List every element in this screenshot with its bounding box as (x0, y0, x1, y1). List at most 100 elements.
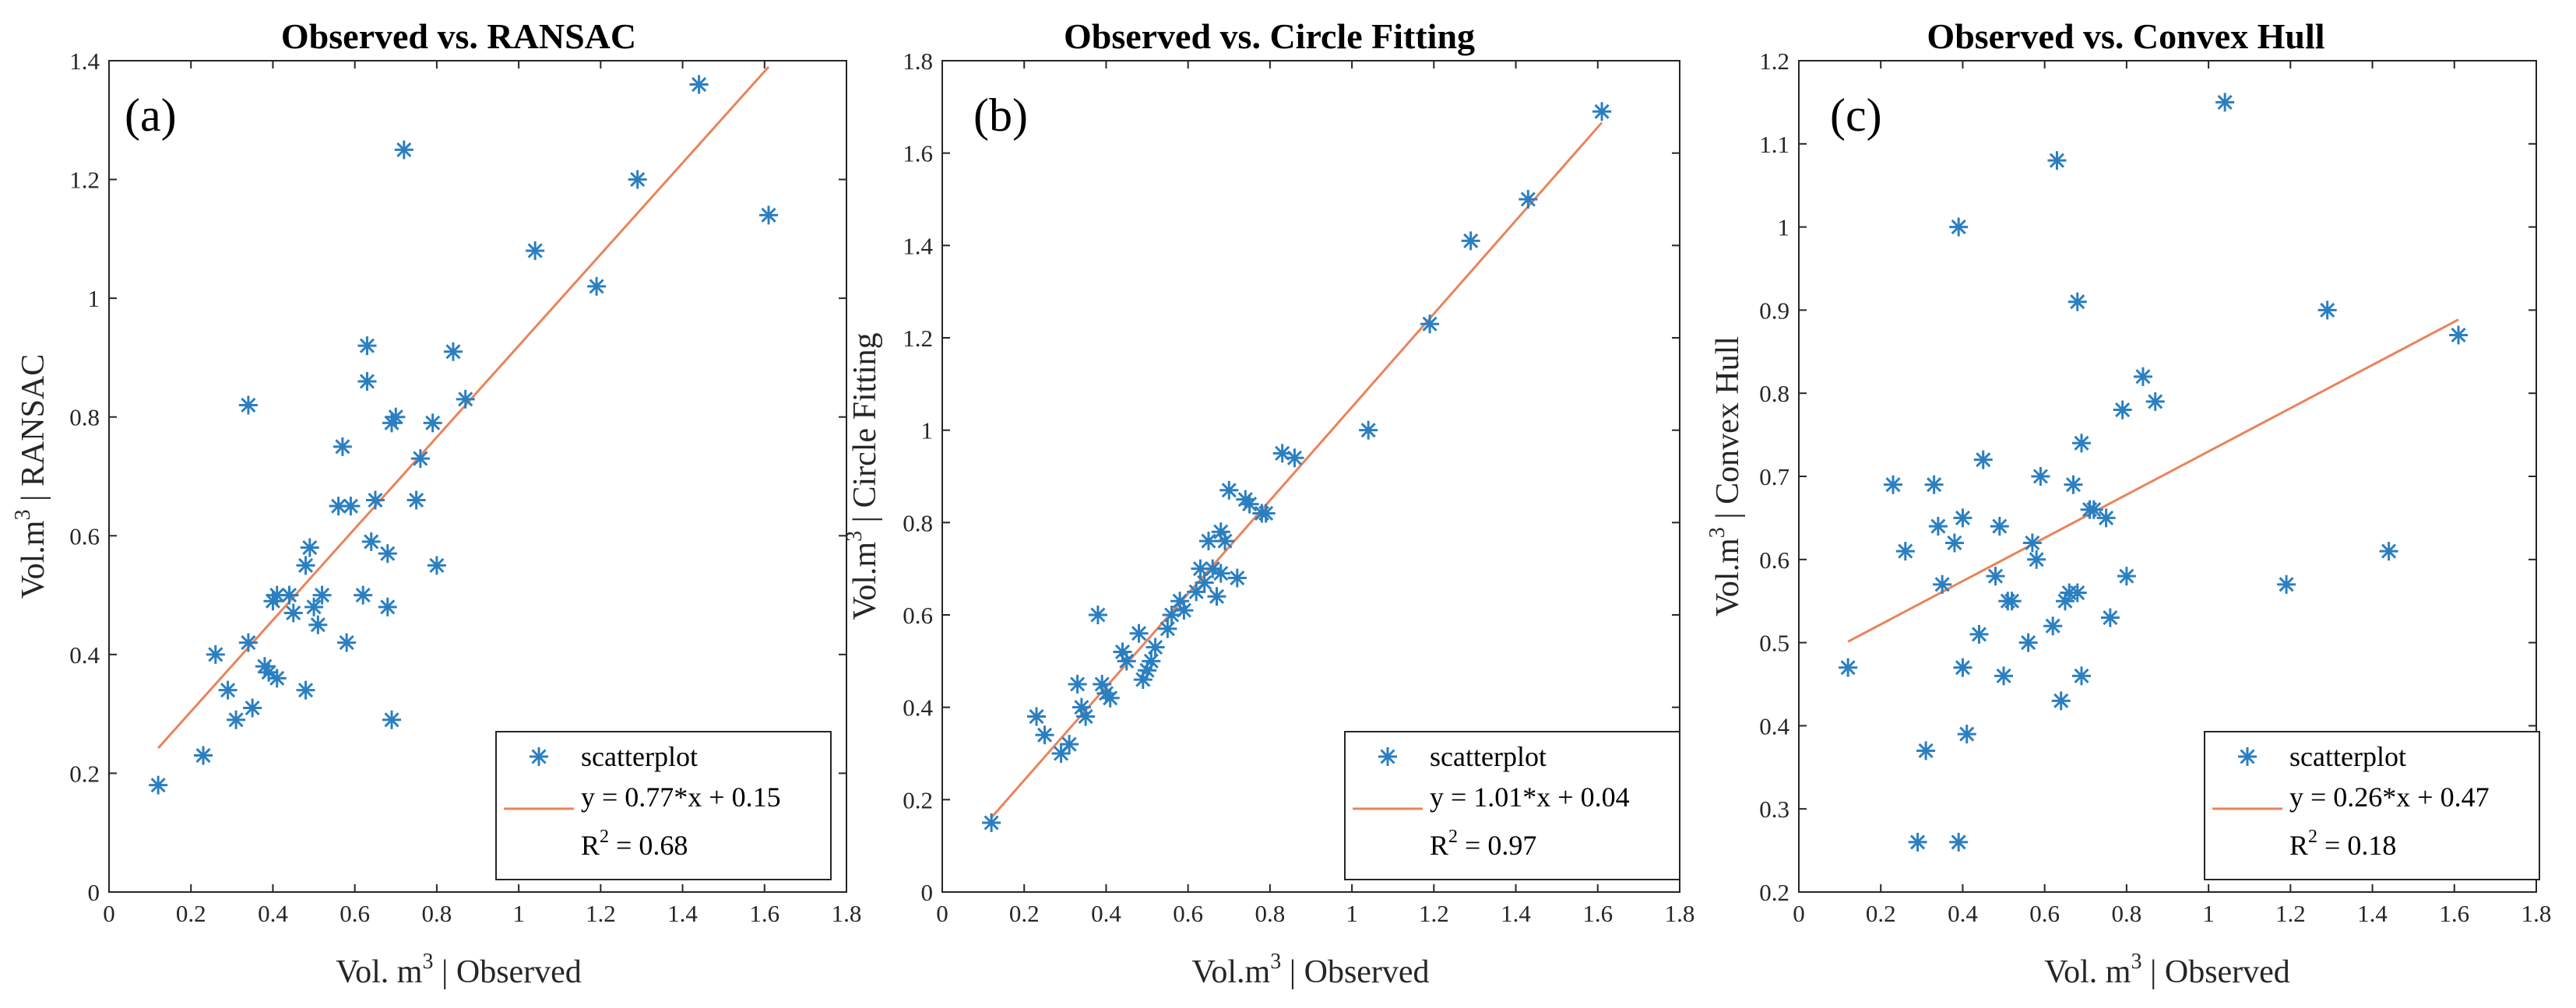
panel-a-data-point (218, 680, 238, 700)
panel-b-data-point (1158, 619, 1177, 638)
panel-a-x-tick-label: 1.2 (586, 900, 616, 927)
panel-b-data-point (1068, 675, 1087, 694)
panel-a-data-point (308, 615, 328, 634)
panel-b-y-tick-label: 0.4 (903, 694, 933, 722)
panel-c-y-tick-label: 1 (1778, 214, 1790, 241)
panel-b-x-tick-label: 1.4 (1501, 900, 1531, 927)
panel-c-legend-marker (2238, 747, 2257, 766)
panel-c-data-point (2031, 467, 2050, 486)
panel-b-data-point (1027, 707, 1047, 726)
panel-a-x-tick-label: 0.2 (176, 900, 206, 927)
panel-a-data-point (238, 633, 258, 652)
panel-b-data-point (1198, 532, 1218, 551)
panel-c-data-point (1990, 517, 2009, 536)
panel-c-y-axis-label: Vol.m3 | Convex Hull (1705, 336, 1746, 616)
panel-b-data-point (1420, 314, 1440, 334)
panel-c-data-point (2047, 151, 2067, 170)
panel-c-data-point (2379, 542, 2398, 561)
panel-b-x-tick-label: 0.8 (1255, 900, 1286, 927)
panel-b-data-point (1076, 707, 1096, 726)
panel-c-x-tick-label: 0.8 (2112, 900, 2142, 927)
panel-c-data-point (1953, 658, 1972, 677)
panel-a-data-point (300, 538, 319, 557)
panel-c-x-tick-label: 0.4 (1948, 900, 1978, 927)
panel-b-y-tick-label: 0.2 (903, 786, 933, 813)
panel-c-y-tick-label: 0.5 (1759, 630, 1789, 657)
panel-c-data-point (1953, 508, 1972, 528)
panel-b-y-axis-label: Vol.m3 | Circle Fitting (843, 332, 883, 620)
panel-c-x-tick-label: 1 (2202, 900, 2215, 927)
panel-b-legend-equation: y = 1.01*x + 0.04 (1430, 781, 1630, 813)
panel-c-data-point (2022, 533, 2042, 553)
panel-a-legend-r2: R2 = 0.68 (581, 827, 688, 861)
panel-a-data-point (296, 680, 315, 700)
panel-b-data-point (1174, 601, 1194, 620)
panel-a-data-point (149, 775, 168, 795)
panel-a: Observed vs. RANSAC 0 0.2 0.4 0.6 0.8 1 1.2 1.4… (11, 16, 861, 990)
panel-c-data-point (1944, 533, 1964, 553)
panel-a-data-point (296, 556, 315, 575)
panel-a-data-point (427, 556, 446, 575)
panel-c-data-point (2449, 325, 2469, 345)
panel-c-x-tick-label: 1.4 (2357, 900, 2388, 927)
panel-b-data-point (1285, 448, 1304, 468)
panel-c-data-point (2018, 633, 2038, 652)
panel-b-title: Observed vs. Circle Fitting (1064, 16, 1475, 56)
panel-b-data-point (1191, 559, 1210, 578)
panel-a-data-point (382, 710, 402, 729)
panel-b-data-point (1359, 420, 1378, 440)
panel-c-data-point (1949, 217, 1969, 237)
panel-c-data-point (2133, 367, 2152, 386)
panel-c-data-point (2067, 583, 2087, 602)
panel-b-legend-marker (1378, 747, 1397, 766)
panel-b-x-axis-label: Vol.m3 | Observed (1191, 950, 1429, 990)
panel-b-x-tick-label: 0.4 (1091, 900, 1121, 927)
panel-b-y-tick-label: 0.6 (903, 602, 933, 629)
panel-a-legend: scatterplot y = 0.77*x + 0.15 R2 = 0.68 (495, 731, 832, 880)
panel-a-data-point (759, 205, 779, 225)
panel-c-y-tick-label: 0.3 (1759, 796, 1789, 823)
panel-b-x-tick-label: 1.6 (1582, 900, 1613, 927)
panel-a-data-point (333, 437, 352, 456)
panel-a-x-tick-label: 0.4 (258, 900, 288, 927)
panel-c-data-point (1933, 574, 1952, 594)
panel-b-x-tick-label: 0.6 (1173, 900, 1203, 927)
panel-b-x-tick-label: 1.8 (1665, 900, 1695, 927)
panel-a-data-point (378, 544, 397, 564)
panel-c-data-point (2145, 392, 2165, 411)
panel-b-legend-box (1344, 731, 1680, 880)
panel-c-data-point (2113, 400, 2132, 420)
panel-a-x-tick-label: 1.6 (749, 900, 779, 927)
panel-a-data-point (378, 597, 397, 616)
panel-a-data-point (410, 449, 430, 469)
panel-b-data-point (1216, 532, 1235, 551)
panel-a-data-point (206, 644, 225, 664)
panel-b-data-point (1145, 637, 1165, 657)
panel-a-data-point (443, 342, 463, 361)
panel-b-y-tick-label: 0.8 (903, 509, 933, 536)
panel-c-label: (c) (1830, 90, 1882, 141)
panel-a-points (149, 75, 779, 795)
panel-a-data-point (227, 710, 246, 729)
panel-a-data-point (280, 585, 299, 605)
panel-a-y-tick-label: 0 (88, 879, 100, 906)
panel-a-y-tick-label: 1 (88, 285, 100, 312)
panel-a-data-point (394, 140, 413, 160)
panel-a-ticks: 0 0.2 0.4 0.6 0.8 1 1.2 1.4 1.6 1.8 0 0.2 0.4 0.6 0.8 1… (69, 47, 861, 927)
panel-b-data-point (1211, 564, 1230, 583)
panel-b-x-tick-label: 0 (936, 900, 948, 927)
panel-a-y-tick-label: 1.2 (69, 167, 100, 194)
panel-b-data-point (1100, 688, 1120, 708)
panel-c-legend: scatterplot y = 0.26*x + 0.47 R2 = 0.18 (2204, 731, 2540, 880)
panel-c-data-point (1884, 475, 1903, 494)
panel-c-y-tick-label: 1.1 (1759, 131, 1789, 158)
panel-c-data-point (2215, 93, 2235, 112)
panel-c-data-point (1839, 658, 1858, 677)
panel-c: Observed vs. Convex Hull 0 0.2 0.4 0.6 0.8 1 1… (1705, 16, 2551, 990)
panel-b-legend-series-name: scatterplot (1430, 741, 1547, 772)
panel-b-data-point (1461, 231, 1480, 251)
panel-b-x-tick-label: 1 (1346, 900, 1358, 927)
panel-c-data-point (2072, 434, 2092, 453)
panel-c-data-point (1986, 567, 2005, 586)
panel-a-data-point (423, 413, 442, 433)
